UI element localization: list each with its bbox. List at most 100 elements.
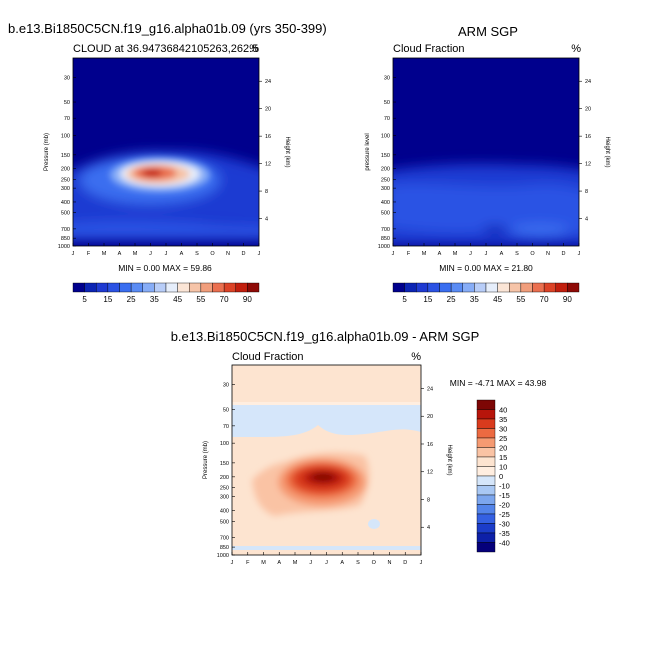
obs-colorbar-swatch: [392, 282, 405, 293]
model-x-tick-label: J: [165, 251, 168, 257]
difference-colorbar-label: -35: [499, 529, 510, 538]
model-min-max: MIN = 0.00 MAX = 59.86: [118, 263, 212, 273]
obs-colorbar-swatch: [497, 282, 510, 293]
difference-x-tick-label: J: [231, 560, 234, 566]
model-colorbar-swatch: [84, 282, 97, 293]
model-colorbar-swatch: [235, 282, 248, 293]
difference-y-tick-label: 850: [220, 545, 229, 551]
obs-y2-tick-label: 4: [585, 217, 588, 223]
obs-colorbar-label: 5: [402, 295, 407, 304]
obs-x-tick-label: M: [422, 251, 427, 257]
model-field-label: CLOUD at 36.94736842105263,262.5: [73, 43, 258, 55]
difference-y2-tick-label: 24: [427, 386, 433, 392]
model-colorbar-label: 55: [196, 295, 205, 304]
difference-colorbar-swatch: [476, 475, 496, 486]
difference-x-tick-label: F: [246, 560, 250, 566]
difference-positive-max: [311, 473, 335, 481]
obs-colorbar-swatch: [450, 282, 463, 293]
difference-colorbar-label: -10: [499, 482, 510, 491]
obs-colorbar-swatch: [404, 282, 417, 293]
model-colorbar-swatch: [165, 282, 178, 293]
obs-min-max: MIN = 0.00 MAX = 21.80: [439, 263, 533, 273]
difference-x-tick-label: A: [340, 560, 344, 566]
model-colorbar-swatch: [72, 282, 85, 293]
model-y-tick-label: 100: [61, 133, 70, 139]
difference-y2-tick-label: 16: [427, 442, 433, 448]
difference-y-tick-label: 300: [220, 495, 229, 501]
difference-y-tick-label: 200: [220, 475, 229, 481]
obs-mid-cloud-layer: [393, 183, 579, 234]
obs-y-tick-label: 850: [381, 236, 390, 242]
difference-y-tick-label: 100: [220, 441, 229, 447]
model-x-tick-label: O: [210, 251, 215, 257]
difference-colorbar-label: 10: [499, 463, 507, 472]
difference-colorbar-swatch: [476, 542, 496, 553]
model-x-tick-label: A: [180, 251, 184, 257]
obs-colorbar-swatch: [485, 282, 498, 293]
difference-x-tick-label: J: [325, 560, 328, 566]
obs-colorbar-swatch: [416, 282, 429, 293]
model-y-tick-label: 70: [64, 116, 70, 122]
model-colorbar-swatch: [130, 282, 143, 293]
difference-x-tick-label: J: [309, 560, 312, 566]
obs-panel: Cloud Fraction % pressure level Height (…: [365, 43, 610, 304]
obs-x-tick-label: J: [485, 251, 488, 257]
difference-colorbar-label: 0: [499, 472, 503, 481]
difference-colorbar-swatch: [476, 466, 496, 477]
difference-colorbar-label: 35: [499, 415, 507, 424]
obs-x-tick-label: A: [438, 251, 442, 257]
model-x-tick-label: D: [242, 251, 246, 257]
obs-y2-tick-label: 24: [585, 79, 591, 85]
obs-y-tick-label: 1000: [378, 244, 390, 250]
model-y2-axis-title: Height (km): [284, 136, 290, 167]
difference-near-zero-band: [232, 402, 421, 405]
obs-x-tick-label: F: [407, 251, 411, 257]
model-y-tick-label: 850: [61, 236, 70, 242]
difference-colorbar-swatch: [476, 437, 496, 448]
obs-colorbar-label: 45: [493, 295, 502, 304]
model-colorbar-swatch: [119, 282, 132, 293]
obs-y-tick-label: 50: [384, 100, 390, 106]
difference-x-tick-label: S: [356, 560, 360, 566]
obs-y-ticks: 30 50 70 100 150 200 250 300 400 500 700 850 1000: [378, 75, 396, 250]
model-y-axis-title: Pressure (mb): [44, 133, 50, 171]
difference-x-tick-label: N: [388, 560, 392, 566]
model-colorbar-label: 5: [82, 295, 87, 304]
obs-y-tick-label: 200: [381, 167, 390, 173]
obs-y-tick-label: 100: [381, 133, 390, 139]
obs-colorbar: 5 15 25 35 45 55 70 90: [392, 282, 580, 304]
model-y-tick-label: 300: [61, 186, 70, 192]
obs-colorbar-swatch: [567, 282, 580, 293]
difference-colorbar-label: 30: [499, 425, 507, 434]
obs-colorbar-swatch: [439, 282, 452, 293]
difference-colorbar-swatch: [476, 409, 496, 420]
obs-x-tick-label: J: [578, 251, 581, 257]
model-y2-tick-label: 20: [265, 107, 271, 113]
difference-y-axis-title: Pressure (mb): [203, 441, 209, 479]
obs-colorbar-swatch: [532, 282, 545, 293]
model-y2-tick-label: 16: [265, 134, 271, 140]
model-y-tick-label: 200: [61, 167, 70, 173]
obs-x-tick-label: A: [500, 251, 504, 257]
model-y2-tick-label: 12: [265, 162, 271, 168]
difference-colorbar-swatch: [476, 494, 496, 505]
obs-y-tick-label: 250: [381, 177, 390, 183]
model-y2-tick-label: 4: [265, 217, 268, 223]
difference-colorbar-label: 40: [499, 406, 507, 415]
figure-title: b.e13.Bi1850C5CN.f19_g16.alpha01b.09 (yr…: [8, 21, 327, 36]
model-y-tick-label: 250: [61, 177, 70, 183]
obs-colorbar-swatch: [462, 282, 475, 293]
model-x-tick-label: M: [102, 251, 107, 257]
model-units-label: %: [249, 43, 259, 55]
obs-units-label: %: [571, 43, 581, 55]
model-y2-tick-label: 24: [265, 79, 271, 85]
model-y-tick-label: 500: [61, 211, 70, 217]
model-y-tick-label: 1000: [58, 244, 70, 250]
obs-y-tick-label: 150: [381, 153, 390, 159]
difference-panel: Cloud Fraction % Pressure (mb) Height (k…: [203, 351, 546, 566]
obs-colorbar-label: 35: [470, 295, 479, 304]
difference-field-label: Cloud Fraction: [232, 351, 304, 363]
difference-surface-band: [232, 546, 421, 550]
